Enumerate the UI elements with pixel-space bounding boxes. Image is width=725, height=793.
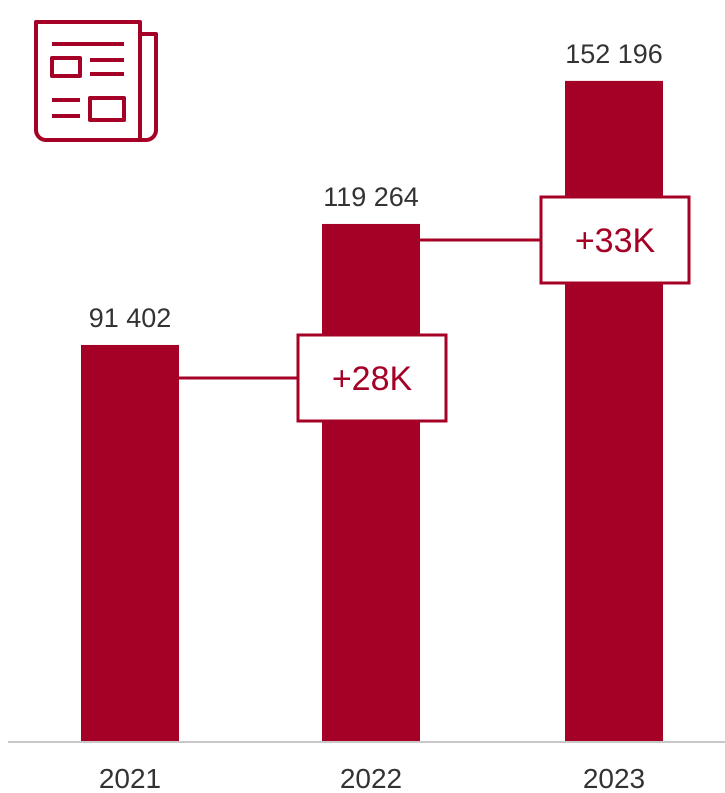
bar-2022 [322, 223, 420, 742]
delta-box-2023 [539, 195, 691, 285]
tick-label-2021: 2021 [99, 763, 161, 793]
delta-label-2022: +28K [332, 360, 413, 398]
delta-box-2022 [296, 333, 448, 423]
value-label-2021: 91 402 [89, 303, 172, 333]
tick-label-2022: 2022 [340, 763, 402, 793]
delta-label-2023: +33K [575, 222, 656, 260]
tick-label-2023: 2023 [583, 763, 645, 793]
newspaper-icon [34, 20, 158, 142]
value-label-2023: 152 196 [565, 39, 663, 69]
bar-2023 [565, 80, 663, 743]
bar-2021 [81, 344, 179, 742]
value-label-2022: 119 264 [323, 182, 419, 212]
